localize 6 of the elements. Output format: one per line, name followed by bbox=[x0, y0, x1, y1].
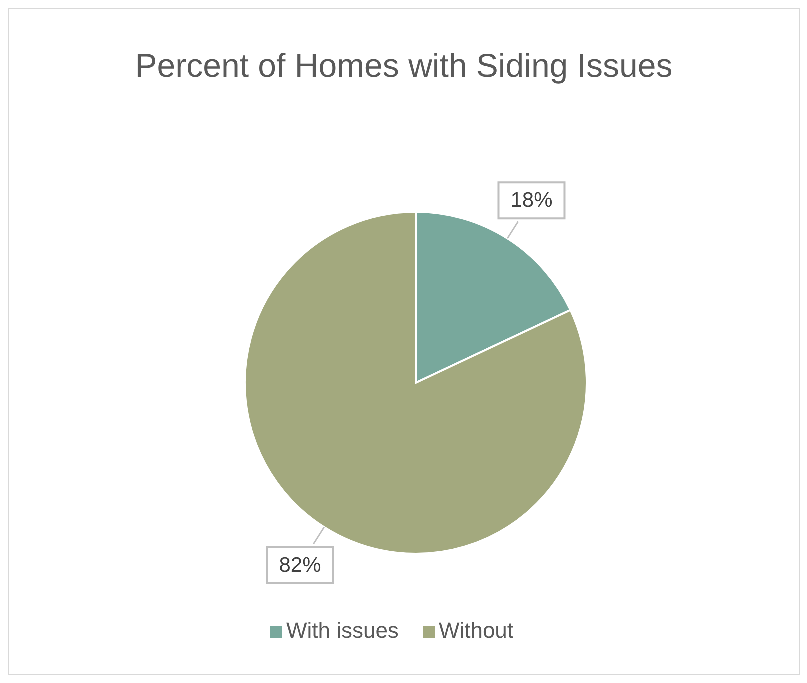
pie-slice bbox=[244, 211, 588, 555]
data-label: 18% bbox=[510, 189, 553, 212]
data-label: 82% bbox=[279, 554, 322, 577]
chart-title: Percent of Homes with Siding Issues bbox=[134, 46, 674, 86]
legend-label: Without bbox=[438, 618, 514, 643]
legend-label: With issues bbox=[286, 618, 399, 643]
